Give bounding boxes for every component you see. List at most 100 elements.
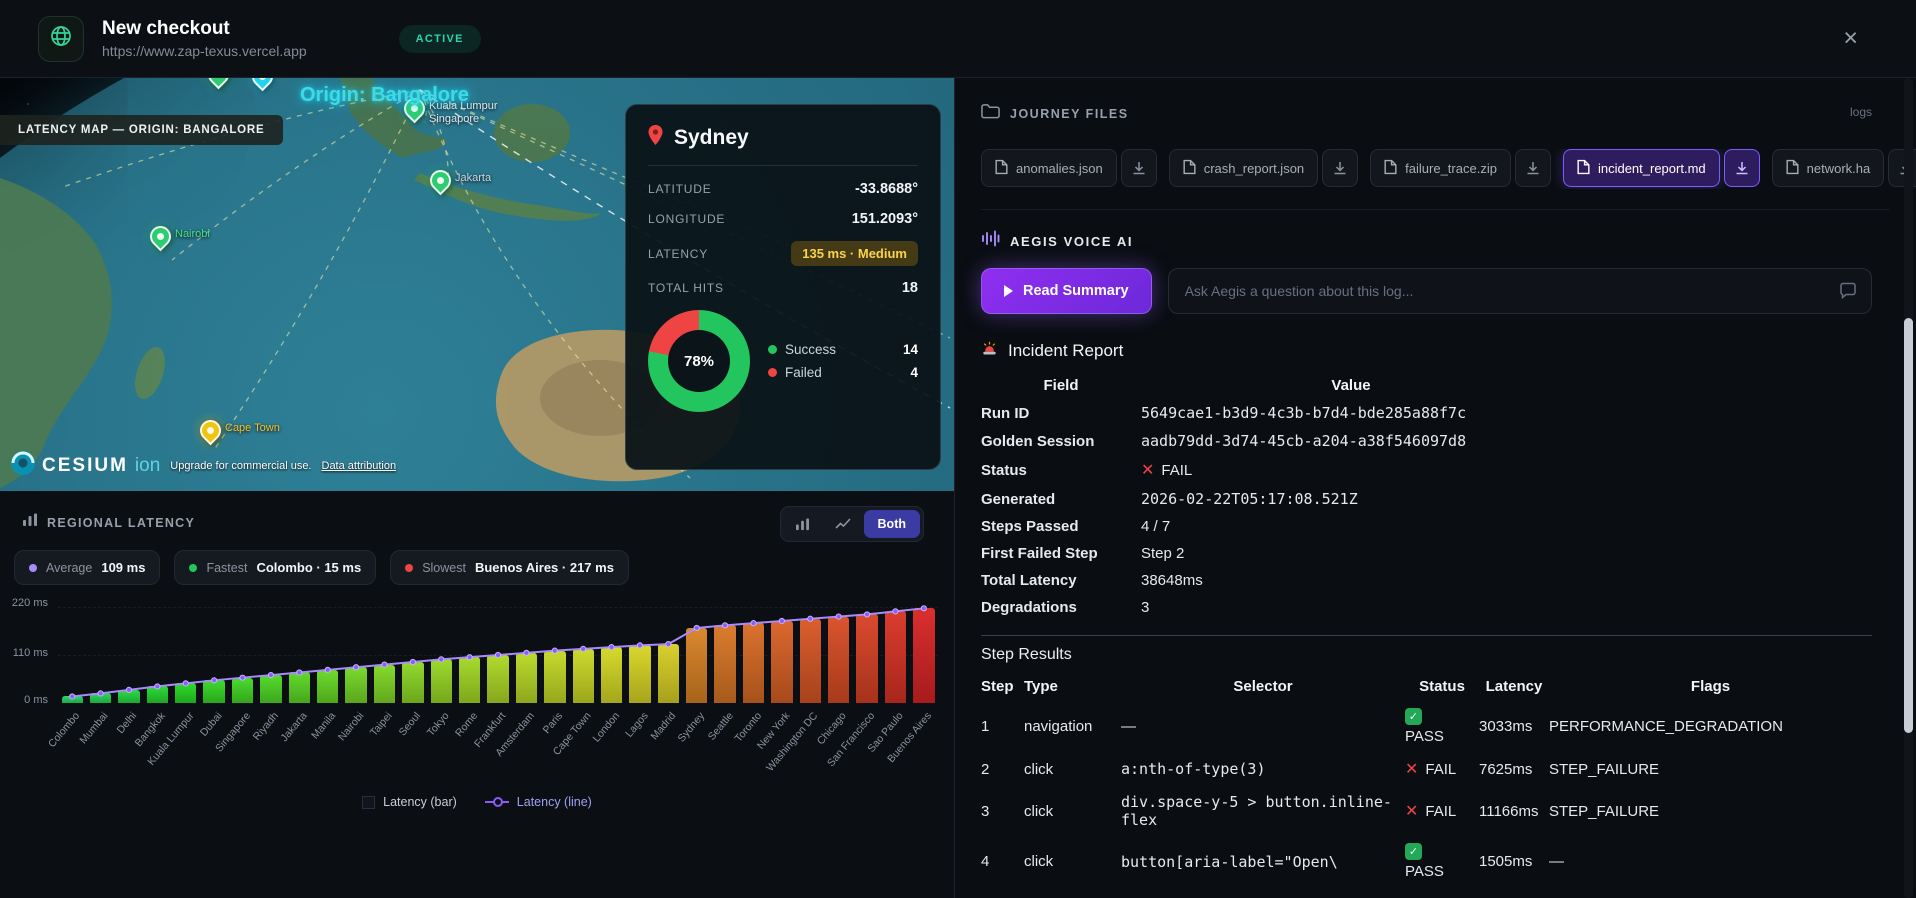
tooltip-label: LONGITUDE [648,212,726,226]
summary-row: Golden Session aadb79dd-3d74-45cb-a204-a3… [981,427,1561,455]
incident-report: Incident Report Field Value Run ID 5649cae… [981,340,1916,887]
x-axis-label: Seattle [705,710,736,743]
steps-col-header: Latency [1485,678,1543,695]
map-overlay-label: LATENCY MAP — ORIGIN: BANGALORE [0,115,283,145]
chart-legend: Latency (bar) Latency (line) [0,795,954,809]
map-pin[interactable]: Jakarta [425,165,491,200]
donut-legend: Success 14 Failed 4 [768,334,918,388]
map-pin[interactable] [203,78,234,94]
chart-bar [657,644,680,703]
map-pin[interactable]: Kuala Lumpur Singapore [399,93,498,128]
chart-bar [799,618,822,703]
read-summary-button[interactable]: Read Summary [981,268,1152,314]
step-type: click [1024,802,1054,820]
cesium-logo[interactable]: CESIUM ion [10,450,160,481]
x-axis-label: Singapore [212,710,253,755]
pass-icon: ✓ [1405,708,1422,725]
chart-bar [458,657,481,703]
x-axis-label: Riyadh [251,710,282,743]
legend-item: Latency (line) [484,795,592,809]
step-flags: STEP_FAILURE [1549,760,1660,778]
toggle-bar-view[interactable] [784,510,822,538]
close-button[interactable]: × [1843,24,1858,52]
file-chip-group: anomalies.json [981,149,1157,189]
summary-field: Run ID [981,404,1030,422]
left-panel: Kuala Lumpur Singapore Jakarta Nairobi Cape … [0,78,955,898]
file-icon [1577,159,1590,178]
chart-view-toggle: Both [779,506,924,542]
summary-field: First Failed Step [981,545,1098,562]
globe-icon [49,24,73,53]
chart-bar [515,652,538,703]
summary-header-row: Field Value [981,372,1561,399]
pin-label: Singapore [429,113,480,125]
section-divider [981,209,1890,210]
fail-icon: ✕ [1405,803,1419,820]
x-axis-label: Mumbai [77,710,111,747]
step-latency: 11166ms [1479,802,1539,820]
file-chip[interactable]: failure_trace.zip [1370,149,1511,187]
download-button[interactable] [1723,149,1760,187]
chart-bar [487,655,509,703]
chat-bubble-icon[interactable] [1839,282,1857,305]
logs-link[interactable]: logs [1849,105,1872,119]
success-label: Success [785,342,837,357]
download-button[interactable] [1514,149,1551,187]
report-title: Incident Report [1008,341,1124,360]
cesium-ion-label: ion [134,454,161,476]
tooltip-label: LATITUDE [648,182,712,196]
file-chip[interactable]: incident_report.md [1562,149,1720,187]
steps-col-header: Step [981,678,1014,695]
aegis-header: AEGIS VOICE AI [981,230,1916,252]
summary-row: Status ✕ FAIL [981,455,1561,485]
data-attribution-link[interactable]: Data attribution [321,459,397,472]
step-latency: 1505ms [1479,853,1533,870]
chart-bar [771,620,793,703]
toggle-line-view[interactable] [824,510,862,538]
report-title-row: Incident Report [981,340,1872,362]
x-axis-label: Seoul [396,710,424,739]
map-pin[interactable]: Cape Town [195,415,280,450]
failed-dot [768,368,777,377]
file-chip[interactable]: crash_report.json [1168,149,1319,187]
toggle-both-view[interactable]: Both [863,510,920,538]
bar-legend-icon [362,795,376,809]
stat-label: Fastest [206,560,248,575]
map-pin[interactable]: Nairobi [145,221,210,256]
scrollbar-thumb[interactable] [1904,318,1913,733]
window-header: New checkout https://www.zap-texus.verce… [0,0,1916,78]
download-button[interactable] [1120,149,1157,187]
steps-table: Step Type Selector Status Latency Flags 1 navi… [981,672,1872,887]
summary-row: Total Latency 38648ms [981,567,1561,594]
x-axis-label: Delhi [114,710,140,737]
download-button[interactable] [1322,149,1359,187]
stat-pill: Fastest Colombo · 15 ms [174,550,377,585]
x-axis-label: Kuala Lumpur [144,710,197,768]
x-axis-label: Cape Town [550,710,594,758]
tooltip-header: Sydney [648,125,918,166]
tooltip-row: TOTAL HITS 18 [648,280,918,296]
file-chip[interactable]: network.ha [1771,149,1885,187]
map-pin[interactable] [247,78,278,96]
pin-icon [648,125,663,151]
file-chip[interactable]: anomalies.json [981,149,1117,187]
step-latency: 7625ms [1479,760,1533,778]
journey-files-title: JOURNEY FILES [1010,107,1129,121]
success-legend-row: Success 14 [768,342,918,357]
file-icon [1786,159,1799,178]
file-icon [1183,159,1196,178]
ask-aegis-input[interactable] [1167,268,1872,314]
step-row: 3 click div.space-y-5 > button.inline-flex… [981,786,1872,836]
donut-row: 78% Success 14 Failed 4 [648,310,918,412]
x-axis-label: London [590,710,622,745]
latency-map[interactable]: Kuala Lumpur Singapore Jakarta Nairobi Cape … [0,78,954,491]
regional-title: REGIONAL LATENCY [47,515,196,530]
chart-bar [629,645,651,703]
pin-label: Kuala Lumpur [429,100,498,112]
y-axis-tick: 110 ms [12,647,48,659]
step-selector: a:nth-of-type(3) [1121,760,1266,778]
steps-col-header: Status [1419,678,1465,695]
summary-value: 2026-02-22T05:17:08.521Z [1141,490,1358,508]
legend-label: Latency (bar) [383,795,457,809]
step-status: ✕ FAIL [1405,761,1457,778]
